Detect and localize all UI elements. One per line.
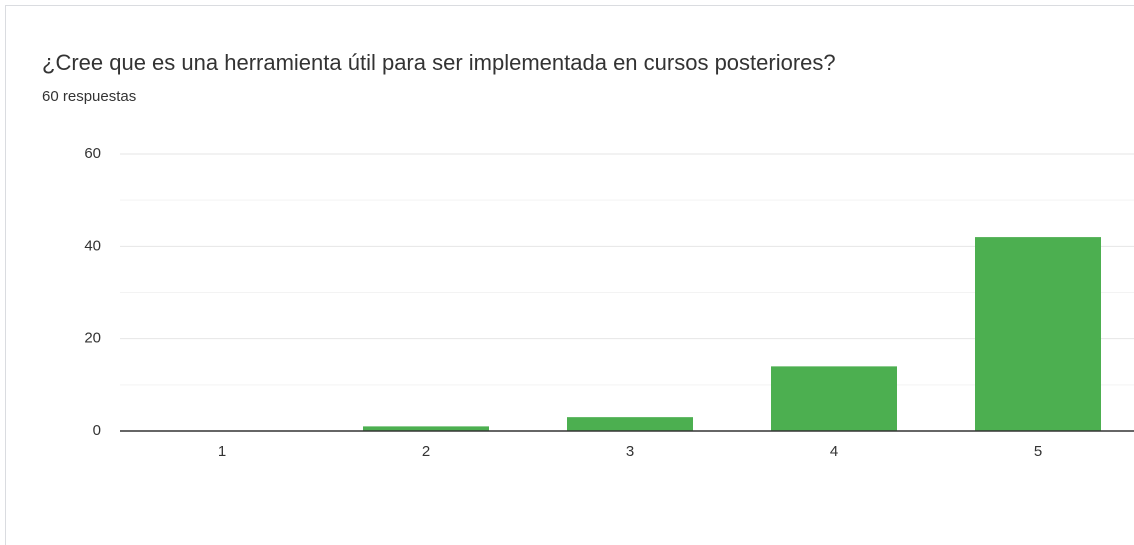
chart-title: ¿Cree que es una herramienta útil para s… [42,50,836,75]
x-tick-label: 1 [218,443,226,460]
x-tick-label: 4 [830,443,838,460]
x-tick-label: 3 [626,443,634,460]
bar [567,417,693,431]
bar [975,237,1101,431]
chart-subtitle: 60 respuestas [42,88,136,105]
y-tick-label: 40 [84,237,101,254]
x-tick-label: 2 [422,443,430,460]
y-tick-label: 0 [93,422,101,439]
card [5,5,1134,545]
y-tick-label: 20 [84,330,101,347]
y-tick-label: 60 [84,145,101,162]
bar [363,426,489,431]
x-tick-label: 5 [1034,443,1042,460]
bar [771,366,897,431]
